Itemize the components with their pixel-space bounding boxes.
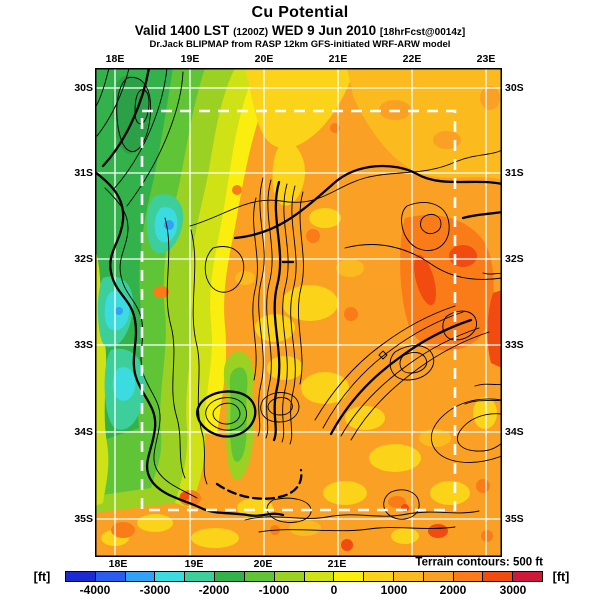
colorbar-unit-left: [ft] — [33, 570, 51, 584]
colorbar-cell — [95, 572, 126, 581]
lon-label-bottom: 18E — [108, 557, 128, 570]
colorbar-cell — [393, 572, 424, 581]
lat-label-left: 31S — [74, 166, 93, 179]
colorbar-cell — [364, 572, 394, 581]
colorbar-tick: 0 — [330, 583, 338, 597]
lat-label-left: 35S — [74, 512, 93, 525]
terrain-contours-note: Terrain contours: 500 ft — [415, 556, 543, 569]
terrain-map — [95, 68, 502, 557]
colorbar-cell — [215, 572, 245, 581]
map-frame — [95, 68, 502, 557]
colorbar-tick: -3000 — [139, 583, 171, 597]
lat-label-right: 32S — [505, 252, 524, 265]
lon-label-top: 18E — [105, 53, 125, 65]
colorbar-tick: 3000 — [499, 583, 527, 597]
lon-label-bottom: 21E — [327, 557, 347, 570]
valid-zulu: (1200Z) — [233, 27, 269, 38]
nested-domain-boundary — [140, 109, 457, 512]
lat-label-right: 35S — [505, 512, 524, 525]
valid-date: WED 9 Jun 2010 — [271, 23, 377, 38]
colorbar-cell — [155, 572, 186, 581]
colorbar-cell — [334, 572, 365, 581]
colorbar-cell — [244, 572, 275, 581]
colorbar-cell — [453, 572, 484, 581]
colorbar-cell — [185, 572, 216, 581]
colorbar-tick: -2000 — [198, 583, 230, 597]
valid-prefix: Valid 1400 LST — [134, 23, 230, 38]
lat-label-left: 34S — [74, 425, 93, 438]
colorbar-cell — [274, 572, 305, 581]
colorbar-cell — [125, 572, 156, 581]
lat-label-left: 33S — [74, 338, 93, 351]
colorbar-cell — [66, 572, 96, 581]
lon-label-top: 20E — [254, 53, 274, 65]
lon-label-top: 23E — [476, 53, 496, 65]
colorbar-cell — [483, 572, 514, 581]
colorbar-unit-right: [ft] — [552, 570, 570, 584]
lat-label-right: 31S — [505, 166, 524, 179]
lon-label-bottom: 20E — [253, 557, 273, 570]
valid-forecast-tag: [18hrFcst@0014z] — [379, 27, 466, 38]
colorbar-cells — [65, 571, 543, 582]
colorbar-cell — [513, 572, 542, 581]
lon-label-top: 19E — [180, 53, 200, 65]
model-attribution-line: Dr.Jack BLIPMAP from RASP 12km GFS-initi… — [149, 39, 451, 50]
lat-label-right: 30S — [505, 81, 524, 94]
colorbar-tick: -1000 — [258, 583, 290, 597]
lat-label-right: 33S — [505, 338, 524, 351]
valid-time-line: Valid 1400 LST (1200Z) WED 9 Jun 2010 [1… — [0, 23, 600, 38]
colorbar-cell — [423, 572, 454, 581]
lon-label-top: 21E — [328, 53, 348, 65]
terrain-contour-lines — [95, 68, 502, 533]
colorbar-tick: 1000 — [380, 583, 408, 597]
graticule-layer — [95, 68, 502, 557]
colorbar-tick: 2000 — [439, 583, 467, 597]
lon-label-bottom: 19E — [184, 557, 204, 570]
lat-label-right: 34S — [505, 425, 524, 438]
lat-label-left: 30S — [74, 81, 93, 94]
page-title: Cu Potential — [251, 4, 349, 21]
colorbar-cell — [304, 572, 335, 581]
terrain-fill-layer — [95, 68, 502, 557]
lat-label-left: 32S — [74, 252, 93, 265]
colorbar-tick: -4000 — [79, 583, 111, 597]
lon-label-top: 22E — [402, 53, 422, 65]
